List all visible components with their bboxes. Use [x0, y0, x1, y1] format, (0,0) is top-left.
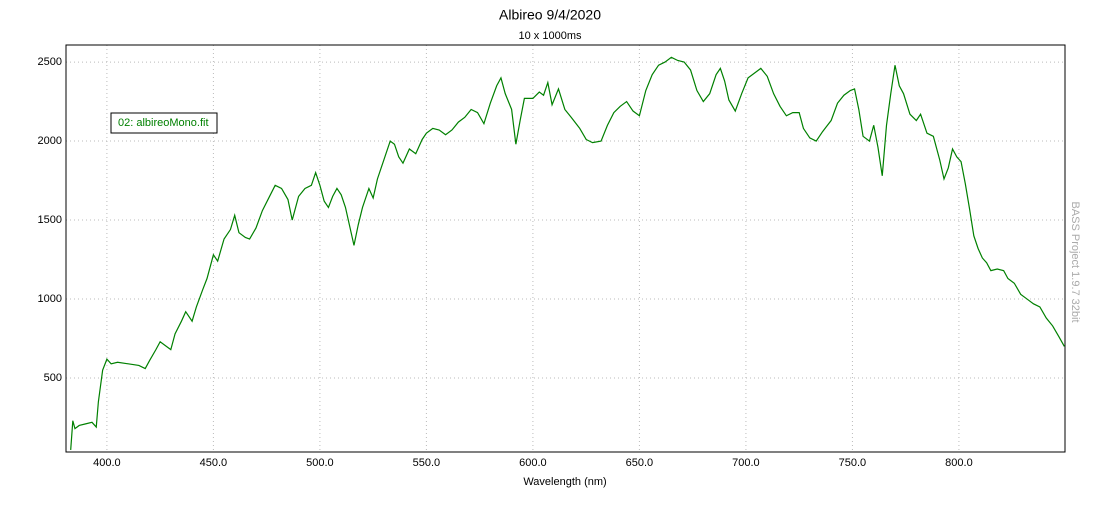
chart-subtitle: 10 x 1000ms	[519, 30, 582, 42]
chart-title: Albireo 9/4/2020	[499, 7, 601, 23]
legend-box	[110, 112, 218, 134]
spectrum-line	[70, 56, 1065, 450]
watermark: BASS Project 1.9.7 32bit	[1069, 201, 1081, 322]
y-tick-label: 1000	[38, 293, 62, 305]
plot-frame	[65, 44, 1066, 453]
x-tick-label: 450.0	[200, 457, 228, 469]
x-tick-label: 650.0	[626, 457, 654, 469]
y-tick-label: 1500	[38, 214, 62, 226]
x-tick-label: 600.0	[519, 457, 547, 469]
x-tick-label: 750.0	[839, 457, 867, 469]
legend-label: 02: albireoMono.fit	[118, 117, 209, 129]
x-tick-label: 500.0	[306, 457, 334, 469]
y-tick-label: 500	[44, 372, 62, 384]
x-tick-label: 400.0	[93, 457, 121, 469]
x-axis-label: Wavelength (nm)	[523, 476, 606, 488]
x-tick-label: 800.0	[945, 457, 973, 469]
y-tick-label: 2000	[38, 135, 62, 147]
x-tick-label: 550.0	[413, 457, 441, 469]
y-tick-label: 2500	[38, 56, 62, 68]
x-tick-label: 700.0	[732, 457, 760, 469]
